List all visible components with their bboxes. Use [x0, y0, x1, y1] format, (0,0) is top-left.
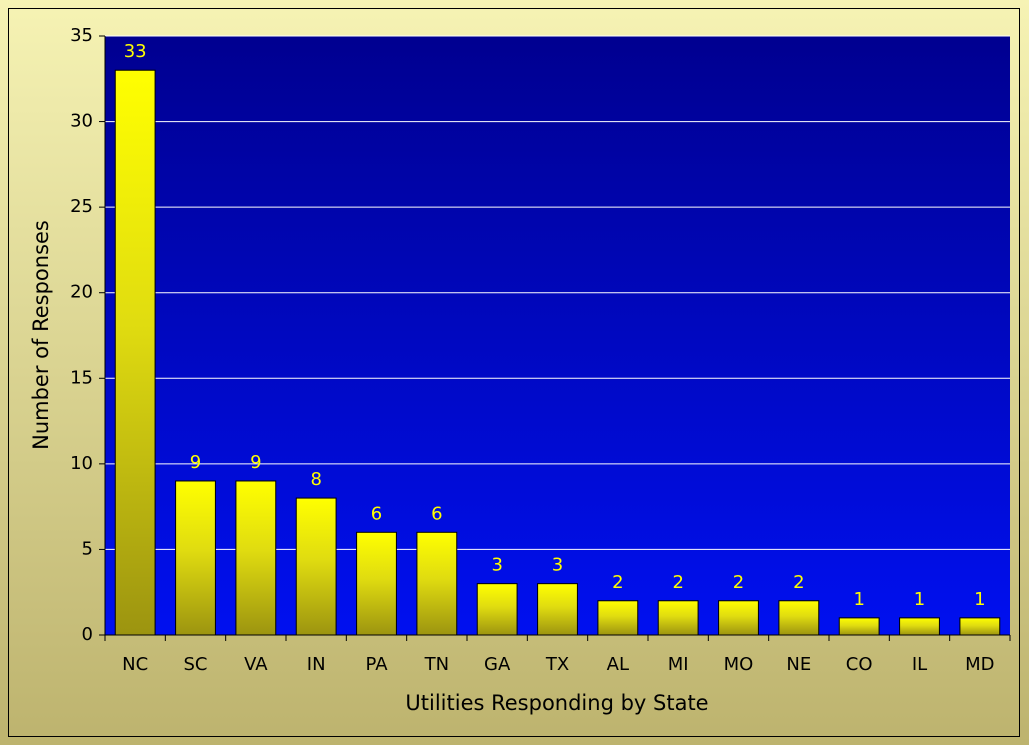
data-label: 9 — [190, 452, 201, 473]
x-tick-label: IN — [307, 654, 326, 675]
x-axis-title: Utilities Responding by State — [405, 691, 708, 715]
x-tick-label: MI — [668, 654, 689, 675]
x-tick-label: MO — [724, 654, 754, 675]
y-tick-label: 5 — [82, 538, 93, 559]
x-tick-label: NE — [786, 654, 811, 675]
bar — [778, 600, 820, 636]
x-tick-label: GA — [484, 654, 511, 675]
y-tick-label: 0 — [82, 624, 93, 645]
y-tick-label: 20 — [70, 282, 93, 303]
data-label: 2 — [733, 572, 744, 593]
y-tick-label: 25 — [70, 196, 93, 217]
bar — [476, 583, 518, 636]
bar — [657, 600, 699, 636]
x-tick-label: TX — [545, 654, 569, 675]
data-label: 3 — [491, 555, 502, 576]
y-tick-label: 10 — [70, 453, 93, 474]
data-label: 2 — [672, 572, 683, 593]
bar — [295, 497, 337, 636]
data-label: 9 — [250, 452, 261, 473]
data-label: 1 — [853, 589, 864, 610]
chart-border — [8, 8, 1020, 737]
bar — [356, 531, 397, 636]
bar — [899, 617, 940, 636]
x-tick-label: MD — [965, 654, 994, 675]
x-tick-label: SC — [184, 654, 208, 675]
x-tick-label: IL — [912, 654, 927, 675]
y-axis-title: Number of Responses — [29, 220, 53, 450]
bar — [235, 480, 277, 636]
bar — [416, 531, 458, 636]
y-tick-label: 15 — [70, 367, 93, 388]
data-label: 2 — [793, 572, 804, 593]
x-tick-label: CO — [846, 654, 873, 675]
x-tick-label: AL — [607, 654, 629, 675]
x-tick-label: PA — [365, 654, 388, 675]
data-label: 2 — [612, 572, 623, 593]
bar — [959, 617, 1001, 636]
bar — [597, 600, 639, 636]
y-tick-label: 30 — [70, 111, 93, 132]
x-tick-label: NC — [122, 654, 148, 675]
data-label: 33 — [124, 41, 147, 62]
data-label: 1 — [914, 589, 925, 610]
data-label: 3 — [552, 555, 563, 576]
data-label: 8 — [310, 469, 321, 490]
y-tick-label: 35 — [70, 25, 93, 46]
bar — [718, 600, 759, 636]
bar — [838, 617, 880, 636]
x-tick-label: TN — [424, 654, 449, 675]
bar — [114, 69, 156, 636]
bar — [175, 480, 216, 636]
x-tick-label: VA — [244, 654, 268, 675]
data-label: 6 — [431, 503, 442, 524]
bar — [537, 583, 578, 636]
data-label: 1 — [974, 589, 985, 610]
data-label: 6 — [371, 503, 382, 524]
